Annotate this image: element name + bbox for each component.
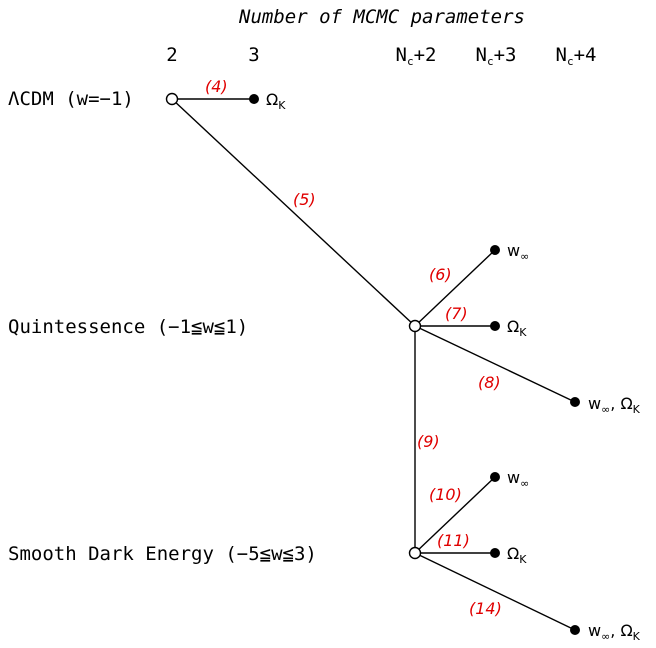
model-label-smooth-dark-energy: Smooth Dark Energy (−5≦w≦3) (8, 543, 317, 565)
leaf-label-smooth-de-omegak: ΩK (507, 544, 527, 566)
column-header-nc-plus-4: Nc+4 (556, 44, 597, 68)
leaf-node-lcdm-omegak (249, 94, 259, 104)
leaf-node-smooth-de-winf (490, 472, 500, 482)
column-header-2: 2 (166, 44, 177, 66)
edge-label-10: (10) (429, 485, 462, 504)
header-title: Number of MCMC parameters (238, 6, 525, 28)
edge-label-9: (9) (417, 432, 440, 451)
leaf-node-quintessence-omegak (490, 321, 500, 331)
edge-smooth-de-to-winf-omegak (414, 552, 576, 631)
leaf-label-smooth-de-winf-omegak: w∞, ΩK (588, 621, 641, 643)
edge-lcdm-to-quintessence (171, 98, 416, 327)
leaf-label-quintessence-winf: w∞ (507, 241, 529, 263)
leaf-label-lcdm-omegak: ΩK (266, 90, 286, 112)
leaf-label-smooth-de-winf: w∞ (507, 468, 529, 490)
edge-label-6: (6) (429, 265, 452, 284)
leaf-node-quintessence-winf (490, 245, 500, 255)
leaf-label-quintessence-omegak: ΩK (507, 317, 527, 339)
leaf-node-quintessence-winf-omegak (570, 397, 580, 407)
edge-quintessence-to-winf-omegak (414, 325, 576, 403)
node-smooth-dark-energy (408, 546, 422, 560)
leaf-node-smooth-de-winf-omegak (570, 625, 580, 635)
model-label-lcdm: ΛCDM (w=−1) (8, 88, 134, 110)
node-lcdm (165, 92, 179, 106)
edge-quintessence-to-winf (414, 249, 496, 327)
edge-label-11: (11) (437, 531, 470, 550)
leaf-node-smooth-de-omegak (490, 548, 500, 558)
edge-label-4: (4) (205, 77, 228, 96)
column-header-3: 3 (248, 44, 259, 66)
edge-label-14: (14) (469, 599, 502, 618)
edge-label-5: (5) (293, 190, 316, 209)
edge-label-8: (8) (478, 373, 501, 392)
column-header-nc-plus-3: Nc+3 (476, 44, 517, 68)
edge-label-7: (7) (445, 304, 468, 323)
column-header-nc-plus-2: Nc+2 (396, 44, 437, 68)
leaf-label-quintessence-winf-omegak: w∞, ΩK (588, 394, 641, 416)
model-label-quintessence: Quintessence (−1≦w≦1) (8, 316, 248, 338)
node-quintessence (408, 319, 422, 333)
edge-smooth-de-to-winf (414, 476, 496, 554)
